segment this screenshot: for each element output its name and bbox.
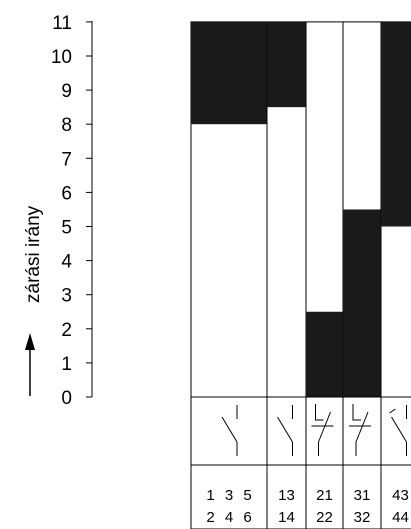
nc-delayed-contact-icon <box>349 404 371 456</box>
closed-band <box>306 311 343 397</box>
terminal-top-label: 31 <box>354 487 371 504</box>
closed-band <box>381 21 411 227</box>
direction-arrow-icon <box>25 333 35 350</box>
no-contact-icon <box>277 405 293 456</box>
tick-label: 8 <box>61 115 72 136</box>
column-outline <box>305 21 344 529</box>
travel-axis: 0 1 2 3 4 5 6 7 8 9 10 11 zárási irány <box>23 13 93 409</box>
terminal-bottom-label: 14 <box>278 509 295 526</box>
no-early-contact-icon <box>389 405 407 456</box>
nc-delayed-contact-icon <box>311 404 334 456</box>
tick-label: 4 <box>61 252 72 273</box>
tick-label: 2 <box>61 320 72 341</box>
tick-label: 10 <box>51 47 72 68</box>
closed-band <box>191 21 267 125</box>
tick-label: 5 <box>61 218 72 239</box>
terminal-bottom-label: 44 <box>392 509 409 526</box>
terminal-top-label: 1 3 5 <box>206 487 251 504</box>
no-triple-contact-icon <box>221 405 238 456</box>
tick-label: 6 <box>61 183 72 204</box>
closed-band <box>343 209 381 397</box>
terminal-bottom-label: 2 4 6 <box>206 509 251 526</box>
terminal-bottom-label: 22 <box>316 509 333 526</box>
tick-label: 0 <box>61 388 72 409</box>
terminal-top-label: 13 <box>278 487 295 504</box>
tick-label: 11 <box>52 13 72 34</box>
tick-label: 1 <box>61 354 72 375</box>
axis-title: zárási irány <box>23 205 44 303</box>
tick-label: 7 <box>61 149 72 170</box>
contact-column-main: 1 3 5 2 4 6 <box>190 21 268 529</box>
tick-label: 3 <box>61 286 72 307</box>
closed-band <box>267 21 306 108</box>
tick-label: 9 <box>61 81 72 102</box>
terminal-bottom-label: 32 <box>354 509 371 526</box>
terminal-top-label: 43 <box>392 487 409 504</box>
terminal-top-label: 21 <box>316 487 333 504</box>
